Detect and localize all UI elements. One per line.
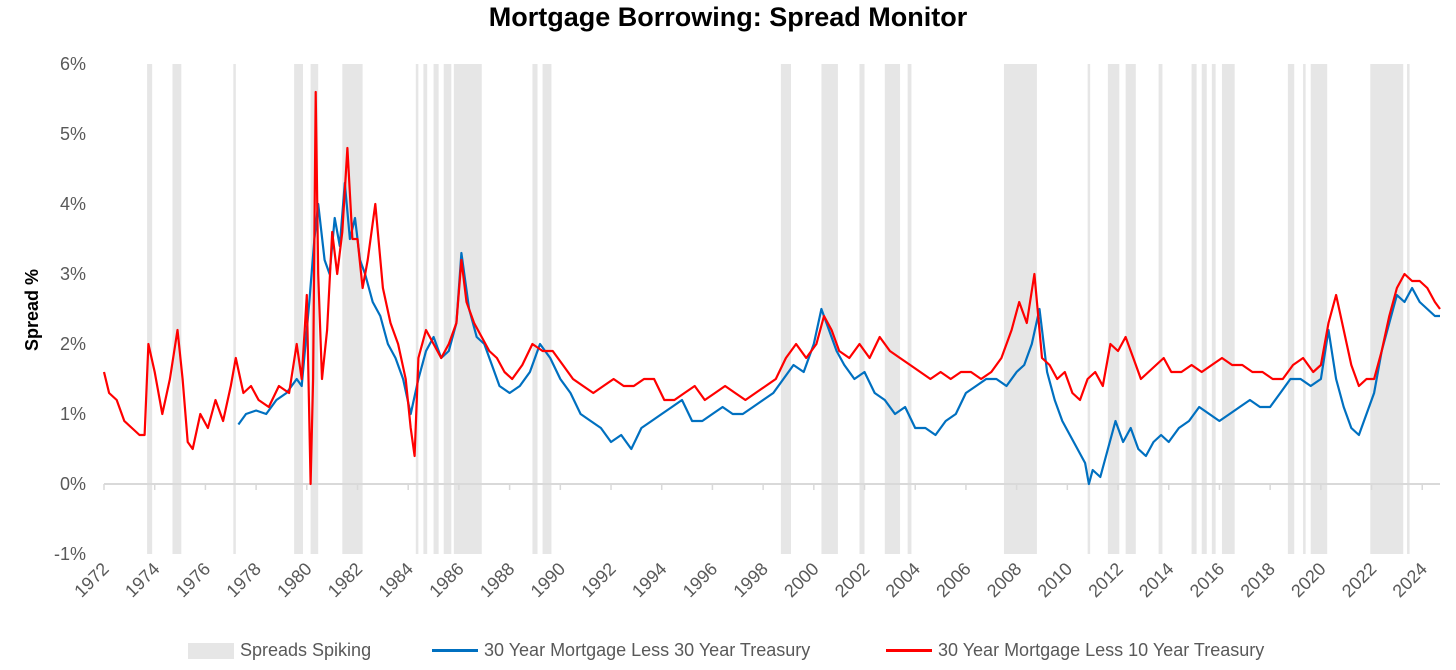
shaded-region-6 (415, 64, 419, 554)
y-axis-title: Spread % (22, 269, 42, 351)
shaded-region-2 (233, 64, 236, 554)
legend-swatch-shade (188, 642, 234, 659)
y-tick-label: 1% (60, 404, 86, 424)
x-tick-label: 2006 (932, 559, 974, 601)
shaded-region-29 (1310, 64, 1328, 554)
shaded-region-23 (1191, 64, 1197, 554)
y-tick-label: 4% (60, 194, 86, 214)
shaded-region-19 (1087, 64, 1091, 554)
shaded-region-26 (1221, 64, 1235, 554)
x-tick-label: 1994 (628, 559, 670, 601)
x-tick-label: 1988 (476, 559, 518, 601)
shaded-region-12 (542, 64, 552, 554)
x-tick-label: 2000 (780, 559, 822, 601)
shaded-region-5 (342, 64, 363, 554)
shaded-region-30 (1370, 64, 1404, 554)
shaded-region-13 (780, 64, 792, 554)
legend-swatch-blue-line (432, 649, 478, 652)
x-tick-label: 1972 (70, 559, 112, 601)
x-tick-label: 2012 (1084, 559, 1126, 601)
x-tick-label: 1978 (222, 559, 264, 601)
shaded-region-1 (172, 64, 182, 554)
y-tick-label: 3% (60, 264, 86, 284)
shaded-region-7 (423, 64, 428, 554)
shaded-region-27 (1287, 64, 1295, 554)
x-tick-label: 1974 (121, 559, 163, 601)
shaded-region-22 (1158, 64, 1163, 554)
chart-plot-area: -1%0%1%2%3%4%5%6%1972 1974 1976 1978 1980 198… (22, 54, 1441, 601)
legend: Spreads Spiking 30 Year Mortgage Less 30… (0, 640, 1456, 666)
legend-item-spreads-spiking: Spreads Spiking (188, 640, 371, 661)
x-tick-label: 1980 (273, 559, 315, 601)
legend-label-10y: 30 Year Mortgage Less 10 Year Treasury (938, 640, 1265, 660)
x-tick-label: 2022 (1338, 559, 1380, 601)
x-tick-label: 1990 (527, 559, 569, 601)
x-tick-label: 1982 (324, 559, 366, 601)
shaded-region-14 (821, 64, 838, 554)
shaded-region-24 (1201, 64, 1207, 554)
x-tick-label: 1996 (679, 559, 721, 601)
shaded-region-17 (907, 64, 912, 554)
x-tick-label: 2016 (1186, 559, 1228, 601)
shaded-region-8 (433, 64, 439, 554)
shaded-region-16 (884, 64, 901, 554)
x-tick-label: 2010 (1034, 559, 1076, 601)
shaded-region-25 (1211, 64, 1216, 554)
shaded-region-9 (443, 64, 452, 554)
x-tick-label: 1992 (577, 559, 619, 601)
shaded-region-0 (147, 64, 153, 554)
y-tick-label: 6% (60, 54, 86, 74)
shaded-region-15 (859, 64, 865, 554)
legend-item-30y-treasury: 30 Year Mortgage Less 30 Year Treasury (432, 640, 810, 661)
x-tick-label: 1998 (729, 559, 771, 601)
x-tick-label: 2004 (882, 559, 924, 601)
x-tick-label: 2014 (1135, 559, 1177, 601)
y-tick-label: -1% (54, 544, 86, 564)
x-tick-label: 2024 (1389, 559, 1431, 601)
shaded-region-31 (1407, 64, 1410, 554)
y-tick-label: 5% (60, 124, 86, 144)
x-tick-label: 2008 (983, 559, 1025, 601)
legend-item-10y-treasury: 30 Year Mortgage Less 10 Year Treasury (886, 640, 1264, 661)
shaded-region-3 (294, 64, 304, 554)
shaded-region-28 (1303, 64, 1306, 554)
shaded-region-20 (1107, 64, 1120, 554)
chart-title: Mortgage Borrowing: Spread Monitor (488, 2, 968, 32)
shaded-region-18 (1003, 64, 1037, 554)
legend-label-30y: 30 Year Mortgage Less 30 Year Treasury (484, 640, 811, 660)
x-tick-label: 2002 (831, 559, 873, 601)
legend-label-shade: Spreads Spiking (240, 640, 372, 660)
shaded-region-21 (1125, 64, 1136, 554)
series-line-1 (237, 181, 1440, 486)
x-tick-label: 1984 (375, 559, 417, 601)
legend-swatch-red-line (886, 649, 932, 652)
shaded-region-11 (532, 64, 538, 554)
x-tick-label: 1986 (425, 559, 467, 601)
series-line-2 (102, 90, 1441, 486)
y-tick-label: 2% (60, 334, 86, 354)
x-tick-label: 1976 (172, 559, 214, 601)
x-tick-label: 2018 (1237, 559, 1279, 601)
x-tick-label: 2020 (1287, 559, 1329, 601)
y-tick-label: 0% (60, 474, 86, 494)
